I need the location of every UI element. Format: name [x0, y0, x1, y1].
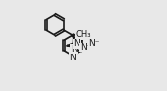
- Text: CH₃: CH₃: [76, 30, 91, 39]
- Text: N: N: [71, 45, 77, 54]
- Text: N: N: [69, 53, 76, 62]
- Text: N⁺: N⁺: [80, 43, 91, 52]
- Text: N: N: [73, 39, 80, 48]
- Text: N⁻: N⁻: [88, 39, 100, 48]
